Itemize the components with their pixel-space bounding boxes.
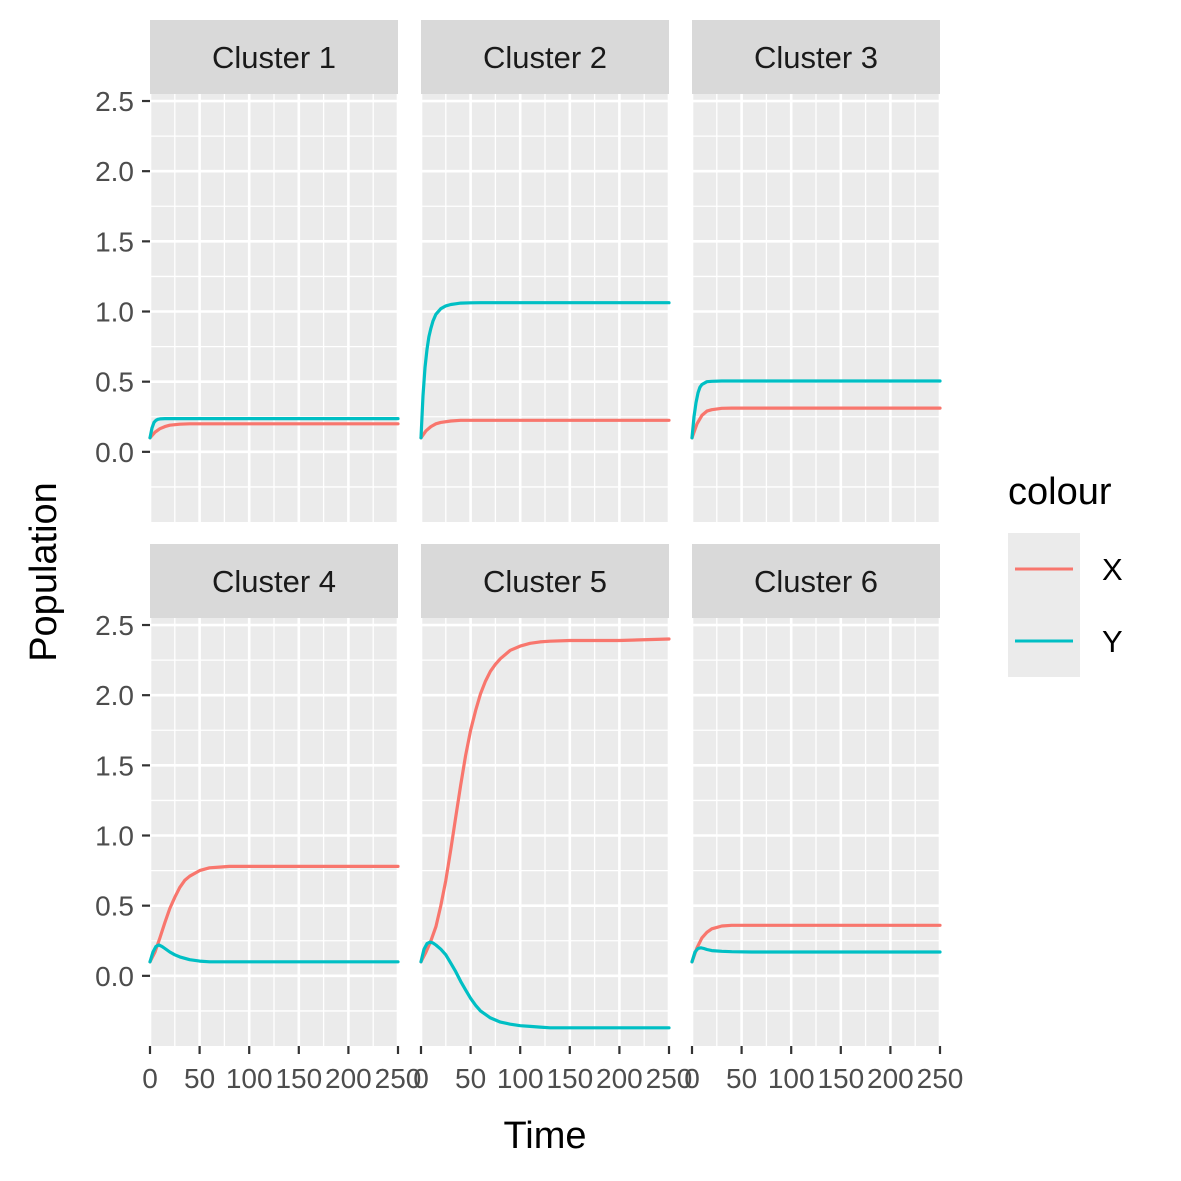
x-tick-label: 100: [226, 1063, 273, 1094]
panel-cluster-5: Cluster 5: [419, 544, 671, 1046]
y-tick-label: 1.0: [95, 297, 134, 328]
x-tick-label: 200: [325, 1063, 372, 1094]
x-tick-label: 200: [867, 1063, 914, 1094]
strip-title: Cluster 3: [754, 40, 878, 75]
strip-background: [421, 20, 669, 94]
series-line-y: [690, 379, 942, 440]
y-tick-label: 2.5: [95, 610, 134, 641]
x-tick-label: 250: [375, 1063, 422, 1094]
series-line-y: [690, 946, 942, 964]
strip-background: [150, 20, 398, 94]
series-line-y: [148, 943, 400, 964]
x-tick-label: 0: [413, 1063, 429, 1094]
legend: colour X Y: [1008, 471, 1123, 677]
y-tick-label: 1.5: [95, 226, 134, 257]
legend-title: colour: [1008, 471, 1112, 513]
strip-title: Cluster 6: [754, 564, 878, 599]
panel-cluster-1: Cluster 1: [148, 20, 400, 522]
series-line-x: [690, 406, 942, 440]
panel-cluster-2: Cluster 2: [419, 20, 671, 522]
x-tick-label: 50: [726, 1063, 757, 1094]
panel-cluster-3: Cluster 3: [690, 20, 942, 522]
strip-title: Cluster 4: [212, 564, 336, 599]
series-line-x: [148, 422, 400, 440]
x-tick-label: 150: [817, 1063, 864, 1094]
y-tick-label: 0.0: [95, 437, 134, 468]
series-line-x: [148, 864, 400, 964]
y-axis-title: Population: [23, 482, 65, 662]
y-tick-label: 2.5: [95, 86, 134, 117]
x-tick-label: 150: [546, 1063, 593, 1094]
x-tick-label: 50: [455, 1063, 486, 1094]
panel-cluster-4: Cluster 4: [148, 544, 400, 1046]
strip-background: [692, 544, 940, 618]
strip-background: [150, 544, 398, 618]
y-tick-label: 0.5: [95, 891, 134, 922]
x-tick-label: 200: [596, 1063, 643, 1094]
series-line-y: [148, 417, 400, 440]
y-tick-label: 0.0: [95, 961, 134, 992]
y-tick-label: 1.0: [95, 821, 134, 852]
strip-title: Cluster 2: [483, 40, 607, 75]
x-tick-label: 50: [184, 1063, 215, 1094]
x-tick-label: 250: [646, 1063, 693, 1094]
strip-title: Cluster 1: [212, 40, 336, 75]
series-line-x: [690, 923, 942, 964]
series-line-x: [419, 637, 671, 964]
y-tick-label: 1.5: [95, 750, 134, 781]
series-line-x: [419, 418, 671, 440]
legend-label-x: X: [1102, 552, 1123, 587]
x-tick-label: 0: [142, 1063, 158, 1094]
legend-label-y: Y: [1102, 624, 1123, 659]
panels: Cluster 1 Cluster 2 Cluster 3 Cluster 4 Clus…: [148, 20, 942, 1046]
x-axis-title: Time: [503, 1115, 586, 1157]
x-tick-label: 150: [275, 1063, 322, 1094]
panel-cluster-6: Cluster 6: [690, 544, 942, 1046]
y-tick-label: 2.0: [95, 680, 134, 711]
x-tick-label: 250: [917, 1063, 964, 1094]
x-tick-label: 0: [684, 1063, 700, 1094]
y-tick-label: 0.5: [95, 367, 134, 398]
strip-background: [421, 544, 669, 618]
series-line-y: [419, 301, 671, 440]
axes: 0.0 0.5 1.0 1.5 2.0 2.5 0.0 0.5 1.0 1.5 2.0 2.5 0 50 1…: [95, 86, 963, 1094]
strip-title: Cluster 5: [483, 564, 607, 599]
series-line-y: [419, 940, 671, 1030]
x-tick-label: 100: [497, 1063, 544, 1094]
y-tick-label: 2.0: [95, 156, 134, 187]
strip-background: [692, 20, 940, 94]
x-tick-label: 100: [768, 1063, 815, 1094]
